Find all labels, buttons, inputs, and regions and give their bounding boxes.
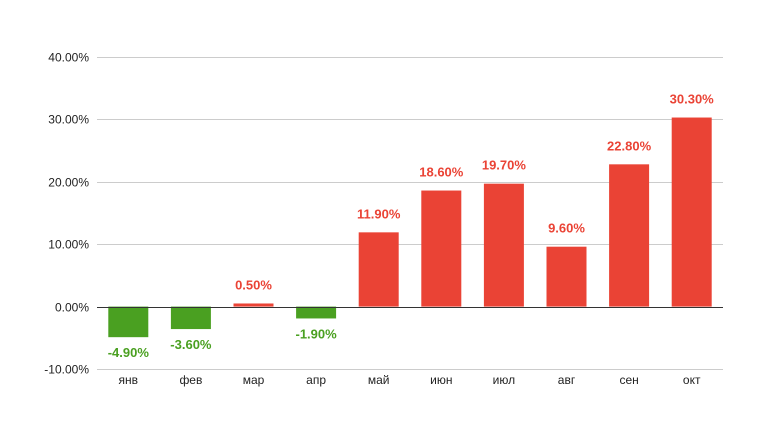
data-label: -3.60% xyxy=(170,337,212,352)
bar-6 xyxy=(483,183,524,307)
x-tick-label: окт xyxy=(683,373,701,387)
y-tick-label: 10.00% xyxy=(48,238,89,252)
bar-4 xyxy=(358,232,399,307)
y-tick-label: 20.00% xyxy=(48,176,89,190)
bar-2 xyxy=(233,303,274,307)
data-label: -1.90% xyxy=(295,326,337,341)
y-tick-label: -10.00% xyxy=(44,363,89,377)
bar-1 xyxy=(170,306,211,330)
data-labels: -4.90% -3.60% 0.50% -1.90% 11.90% 18.60% 19.70… xyxy=(108,92,714,361)
x-axis: янв фев мар апр май июн июл авг сен окт xyxy=(119,373,701,387)
x-tick-label: мар xyxy=(243,373,265,387)
data-label: 19.70% xyxy=(482,158,527,173)
x-tick-label: апр xyxy=(306,373,326,387)
x-tick-label: июн xyxy=(430,373,452,387)
data-label: 0.50% xyxy=(235,277,272,292)
y-tick-label: 40.00% xyxy=(48,51,89,65)
x-tick-label: авг xyxy=(558,373,576,387)
x-tick-label: июл xyxy=(493,373,515,387)
bar-3 xyxy=(296,306,337,319)
y-axis: -10.00% 0.00% 10.00% 20.00% 30.00% 40.00% xyxy=(44,51,89,377)
data-label: 9.60% xyxy=(548,221,585,236)
bars xyxy=(108,117,712,338)
data-label: 22.80% xyxy=(607,138,652,153)
x-tick-label: фев xyxy=(179,373,202,387)
x-tick-label: сен xyxy=(619,373,638,387)
bar-0 xyxy=(108,306,149,338)
data-label: 30.30% xyxy=(670,92,715,107)
data-label: 11.90% xyxy=(357,206,401,221)
data-label: 18.60% xyxy=(419,165,464,180)
y-tick-label: 0.00% xyxy=(55,301,89,315)
data-label: -4.90% xyxy=(108,345,150,360)
y-tick-label: 30.00% xyxy=(48,113,89,127)
bar-5 xyxy=(421,190,462,307)
x-tick-label: янв xyxy=(119,373,139,387)
x-tick-label: май xyxy=(368,373,390,387)
bar-9 xyxy=(671,117,712,307)
bar-8 xyxy=(609,164,650,307)
bar-7 xyxy=(546,246,587,307)
